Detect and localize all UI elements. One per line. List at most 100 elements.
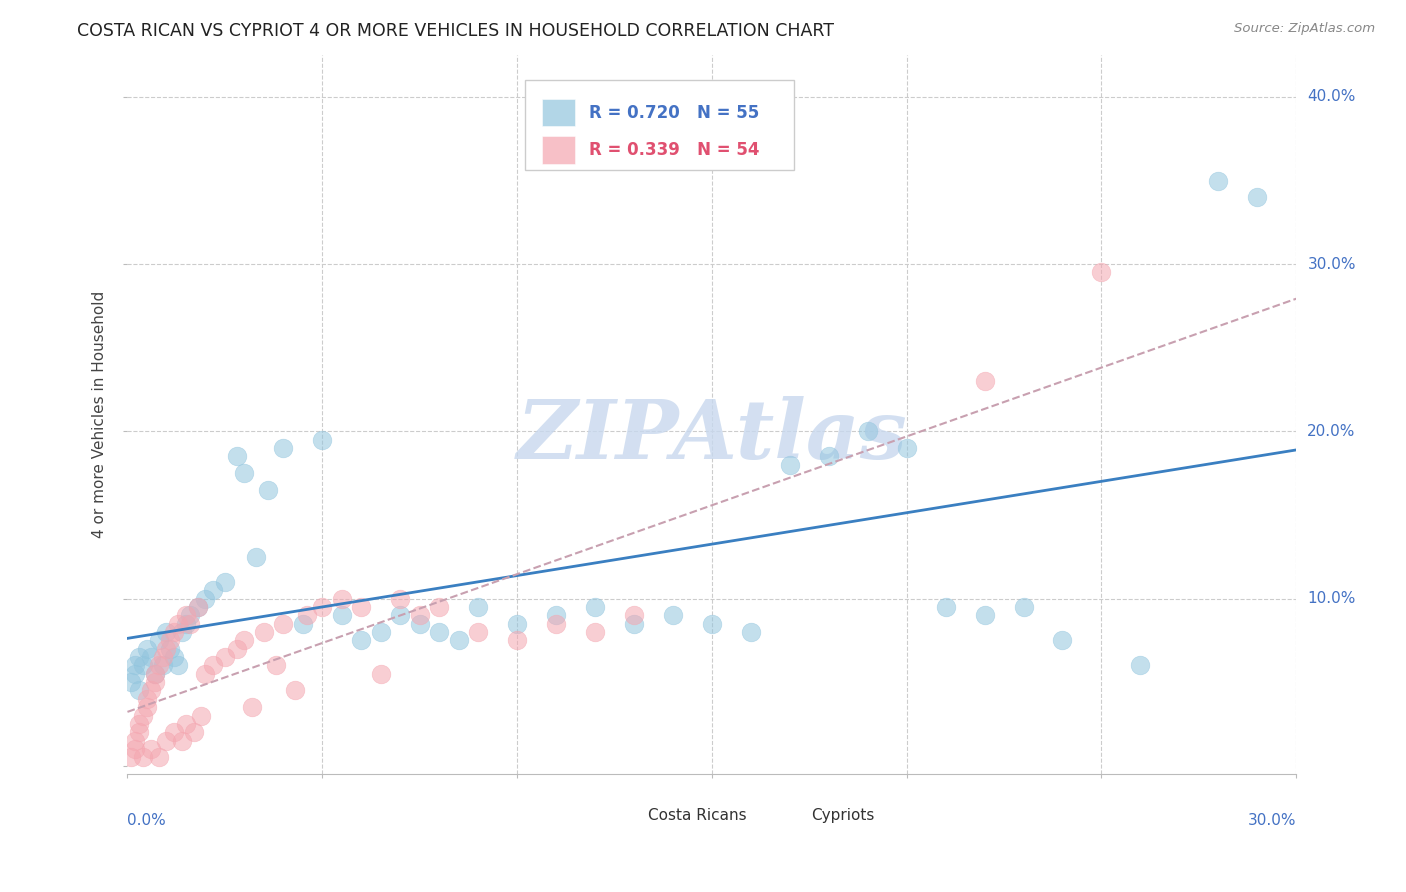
Point	[284, 683, 307, 698]
Point	[225, 450, 247, 464]
Point	[139, 650, 162, 665]
Point	[183, 725, 205, 739]
Point	[389, 608, 412, 623]
Text: R = 0.720   N = 55: R = 0.720 N = 55	[589, 103, 759, 122]
Point	[583, 599, 606, 614]
Point	[136, 641, 159, 656]
Point	[143, 666, 166, 681]
Y-axis label: 4 or more Vehicles in Household: 4 or more Vehicles in Household	[93, 291, 107, 538]
Point	[447, 633, 470, 648]
Point	[167, 658, 190, 673]
Point	[120, 750, 142, 764]
Point	[128, 717, 150, 731]
Text: COSTA RICAN VS CYPRIOT 4 OR MORE VEHICLES IN HOUSEHOLD CORRELATION CHART: COSTA RICAN VS CYPRIOT 4 OR MORE VEHICLE…	[77, 22, 834, 40]
Point	[1208, 173, 1230, 187]
Point	[143, 666, 166, 681]
Point	[148, 658, 170, 673]
Point	[167, 616, 190, 631]
Point	[128, 650, 150, 665]
Point	[155, 641, 177, 656]
Point	[214, 650, 236, 665]
Point	[311, 433, 333, 447]
Point	[370, 624, 392, 639]
Point	[271, 616, 294, 631]
Point	[132, 750, 155, 764]
Point	[330, 608, 353, 623]
Text: 20.0%: 20.0%	[1308, 424, 1355, 439]
Point	[240, 700, 263, 714]
Point	[256, 483, 278, 497]
Point	[194, 666, 217, 681]
Point	[233, 633, 256, 648]
Point	[700, 616, 723, 631]
Point	[427, 624, 450, 639]
Point	[544, 616, 567, 631]
Point	[467, 599, 489, 614]
Point	[1090, 265, 1112, 279]
Text: 30.0%: 30.0%	[1247, 813, 1296, 828]
Point	[291, 616, 314, 631]
Point	[174, 717, 197, 731]
Text: R = 0.339   N = 54: R = 0.339 N = 54	[589, 141, 759, 159]
Point	[214, 574, 236, 589]
Point	[408, 616, 430, 631]
Point	[124, 742, 146, 756]
Point	[139, 742, 162, 756]
Point	[128, 725, 150, 739]
Point	[544, 608, 567, 623]
Point	[132, 658, 155, 673]
Point	[389, 591, 412, 606]
Point	[623, 608, 645, 623]
Point	[170, 733, 193, 747]
FancyBboxPatch shape	[613, 805, 641, 827]
Point	[187, 599, 209, 614]
FancyBboxPatch shape	[543, 99, 575, 127]
Point	[467, 624, 489, 639]
Point	[128, 683, 150, 698]
Text: ZIPAtlas: ZIPAtlas	[516, 396, 907, 476]
Point	[152, 650, 174, 665]
Point	[856, 425, 879, 439]
Point	[817, 450, 839, 464]
FancyBboxPatch shape	[776, 805, 806, 827]
Text: Source: ZipAtlas.com: Source: ZipAtlas.com	[1234, 22, 1375, 36]
Point	[779, 458, 801, 472]
Point	[155, 624, 177, 639]
Point	[163, 624, 186, 639]
Point	[170, 624, 193, 639]
Point	[163, 650, 186, 665]
Point	[136, 700, 159, 714]
Point	[1246, 190, 1268, 204]
Point	[311, 599, 333, 614]
Point	[120, 675, 142, 690]
Point	[740, 624, 762, 639]
Point	[152, 658, 174, 673]
Point	[159, 641, 181, 656]
Point	[427, 599, 450, 614]
FancyBboxPatch shape	[543, 136, 575, 164]
Point	[187, 599, 209, 614]
Text: 0.0%: 0.0%	[128, 813, 166, 828]
Point	[370, 666, 392, 681]
Point	[190, 708, 212, 723]
Point	[139, 683, 162, 698]
Point	[245, 549, 267, 564]
Point	[163, 725, 186, 739]
Point	[202, 583, 225, 598]
Point	[935, 599, 957, 614]
Point	[896, 441, 918, 455]
Point	[233, 466, 256, 480]
Point	[350, 599, 373, 614]
Point	[1012, 599, 1035, 614]
Point	[179, 608, 201, 623]
Text: Cypriots: Cypriots	[811, 808, 875, 823]
Point	[202, 658, 225, 673]
Point	[155, 733, 177, 747]
Point	[136, 691, 159, 706]
FancyBboxPatch shape	[524, 80, 793, 170]
Point	[132, 708, 155, 723]
Point	[143, 675, 166, 690]
Text: 30.0%: 30.0%	[1308, 257, 1355, 272]
Point	[174, 608, 197, 623]
Text: Costa Ricans: Costa Ricans	[648, 808, 747, 823]
